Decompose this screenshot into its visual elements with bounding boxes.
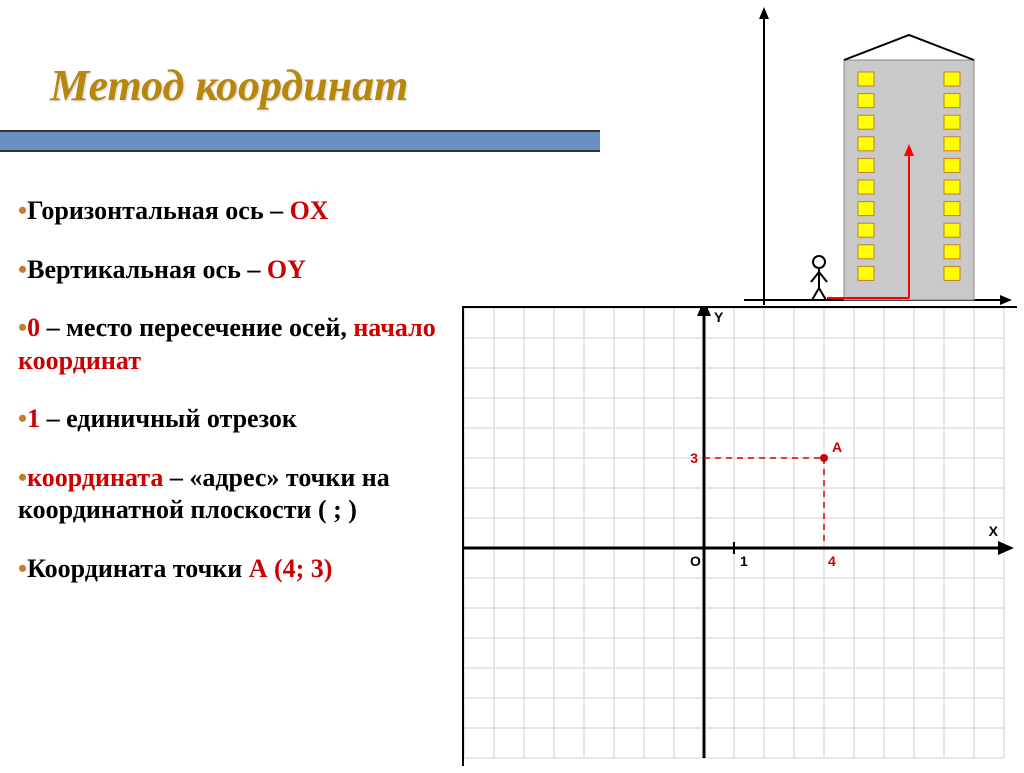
building-illustration [724, 5, 1014, 325]
building-svg [724, 5, 1014, 325]
title-underline-bar [0, 130, 600, 152]
bullet-text: Координата точки [27, 554, 249, 583]
svg-text:4: 4 [828, 553, 836, 569]
svg-text:Y: Y [714, 309, 724, 325]
bullet-text: Горизонтальная ось – [27, 196, 289, 225]
bullet-point-a: •Координата точки А (4; 3) [18, 553, 468, 586]
bullet-em: координата [27, 463, 163, 492]
bullet-em: 0 [27, 313, 40, 342]
bullet-marker: • [18, 554, 27, 583]
svg-text:A: A [832, 439, 842, 455]
bullet-em: 1 [27, 404, 40, 433]
bullet-marker: • [18, 404, 27, 433]
bullet-em: А (4; 3) [249, 554, 333, 583]
svg-text:3: 3 [690, 450, 698, 466]
svg-text:O: O [690, 553, 701, 569]
svg-text:1: 1 [740, 553, 748, 569]
bullet-marker: • [18, 313, 27, 342]
coordinate-chart: O 1 X Y 3 4 A [462, 306, 1017, 766]
bullet-ox: •Горизонтальная ось – ОX [18, 195, 468, 228]
page-title-text: Метод координат [50, 61, 408, 110]
bullet-one: •1 – единичный отрезок [18, 403, 468, 436]
bullet-marker: • [18, 196, 27, 225]
page-title: Метод координат [50, 60, 408, 111]
bullet-em: ОX [290, 196, 329, 225]
bullet-marker: • [18, 255, 27, 284]
bullet-oy: •Вертикальная ось – OY [18, 254, 468, 287]
bullet-coord: •координата – «адрес» точки на координат… [18, 462, 468, 527]
bullet-list: •Горизонтальная ось – ОX •Вертикальная о… [18, 195, 468, 611]
bullet-zero: •0 – место пересечение осей, начало коор… [18, 312, 468, 377]
bullet-text: Вертикальная ось – [27, 255, 267, 284]
bullet-text: – место пересечение осей, [40, 313, 353, 342]
bullet-text: – единичный отрезок [40, 404, 297, 433]
bullet-marker: • [18, 463, 27, 492]
svg-text:X: X [989, 523, 999, 539]
bullet-em: OY [267, 255, 306, 284]
coordinate-svg: O 1 X Y 3 4 A [464, 308, 1019, 768]
